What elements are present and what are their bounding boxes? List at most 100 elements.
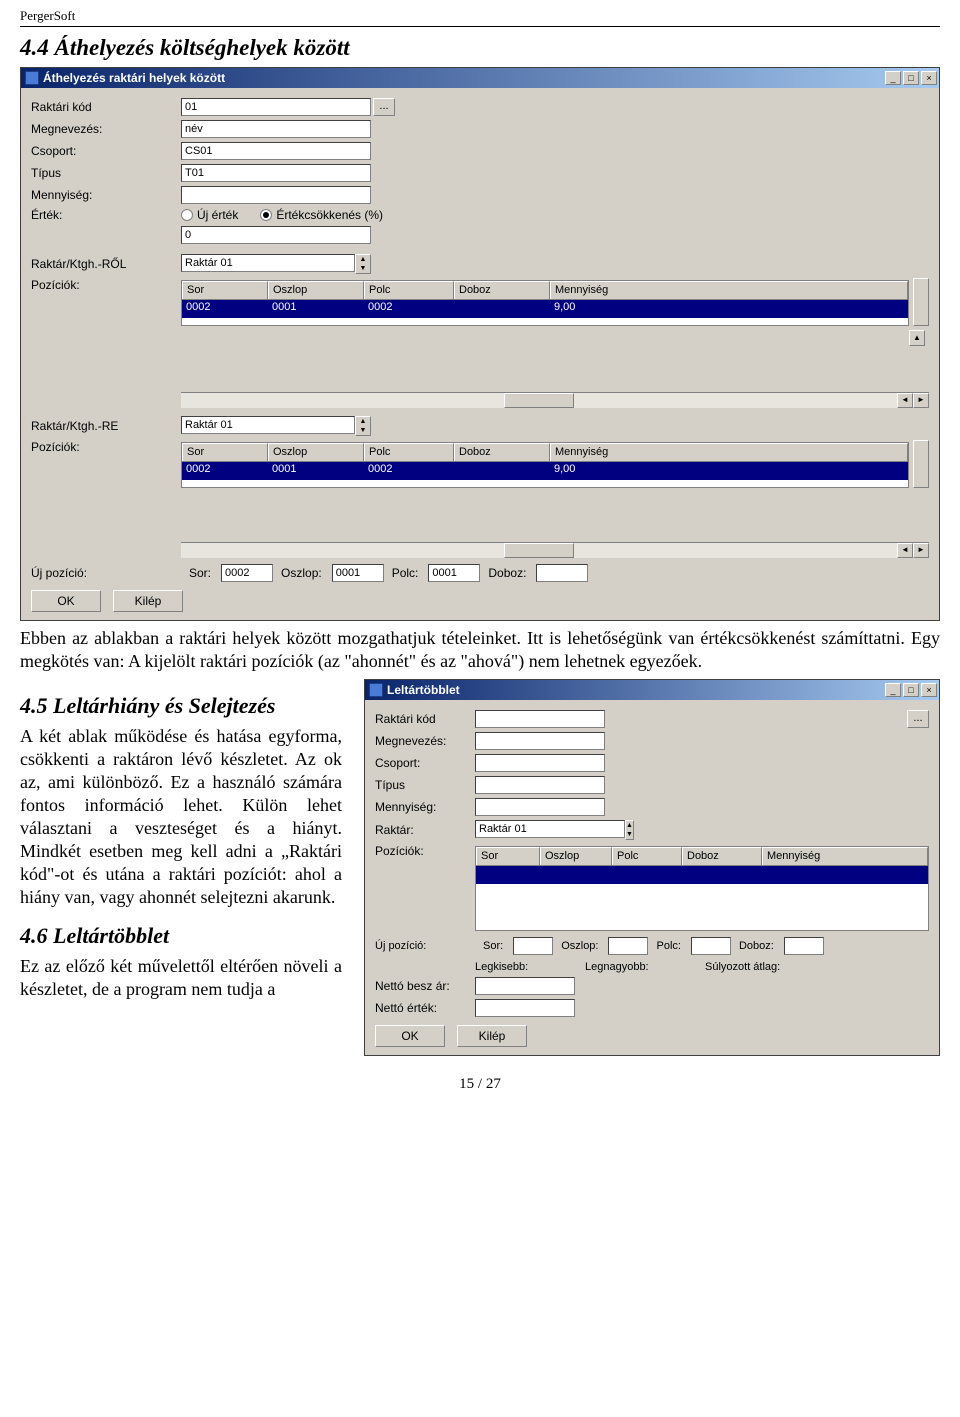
input-netto-besz[interactable] xyxy=(475,977,575,995)
label-sor: Sor: xyxy=(483,940,503,952)
ok-button[interactable]: OK xyxy=(375,1025,445,1047)
grid-header: Sor Oszlop Polc Doboz Mennyiség xyxy=(476,847,928,866)
combo-raktar[interactable]: ▲▼ xyxy=(475,820,621,840)
maximize-button[interactable]: □ xyxy=(903,683,919,697)
col-sor[interactable]: Sor xyxy=(182,281,268,299)
scroll-up-button[interactable]: ▲ xyxy=(909,330,925,346)
section-4-6-title: 4.6 Leltártöbblet xyxy=(20,923,342,949)
app-icon xyxy=(369,683,383,697)
exit-button[interactable]: Kilép xyxy=(113,590,183,612)
label-megnevezes: Megnevezés: xyxy=(375,734,475,748)
window-leltartobblet: Leltártöbblet _ □ × Raktári kód ... Megn… xyxy=(364,679,940,1056)
col-polc[interactable]: Polc xyxy=(612,847,682,865)
scrollbar-v-re[interactable] xyxy=(913,440,929,488)
label-tipus: Típus xyxy=(31,166,181,180)
window-title: Áthelyezés raktári helyek között xyxy=(43,71,883,85)
paragraph-4-6: Ez az előző két művelettől eltérően növe… xyxy=(20,955,342,1001)
app-icon xyxy=(25,71,39,85)
col-mennyiseg[interactable]: Mennyiség xyxy=(550,443,908,461)
maximize-button[interactable]: □ xyxy=(903,71,919,85)
col-polc[interactable]: Polc xyxy=(364,281,454,299)
input-ertek-value[interactable] xyxy=(181,226,371,244)
exit-button[interactable]: Kilép xyxy=(457,1025,527,1047)
input-sor[interactable] xyxy=(221,564,273,582)
col-doboz[interactable]: Doboz xyxy=(454,281,550,299)
titlebar: Leltártöbblet _ □ × xyxy=(365,680,939,700)
scroll-left-icon[interactable]: ◄ xyxy=(897,543,913,558)
label-raktar-rol: Raktár/Ktgh.-RŐL xyxy=(31,257,181,271)
scrollbar-h-rol[interactable]: ◄ ► xyxy=(181,392,929,408)
input-oszlop[interactable] xyxy=(608,937,648,955)
combo-spin-icon[interactable]: ▲▼ xyxy=(355,254,371,274)
col-oszlop[interactable]: Oszlop xyxy=(268,281,364,299)
label-netto-ertek: Nettó érték: xyxy=(375,1001,475,1015)
scroll-right-icon[interactable]: ► xyxy=(913,393,929,408)
col-mennyiseg[interactable]: Mennyiség xyxy=(762,847,928,865)
col-polc[interactable]: Polc xyxy=(364,443,454,461)
label-legkisebb: Legkisebb: xyxy=(475,961,585,973)
label-doboz: Doboz: xyxy=(488,566,526,580)
minimize-button[interactable]: _ xyxy=(885,683,901,697)
scrollbar-h-re[interactable]: ◄ ► xyxy=(181,542,929,558)
browse-raktari-kod-button[interactable]: ... xyxy=(373,98,395,116)
combo-spin-icon[interactable]: ▲▼ xyxy=(355,416,371,436)
col-doboz[interactable]: Doboz xyxy=(682,847,762,865)
section-4-4-title: 4.4 Áthelyezés költséghelyek között xyxy=(20,35,940,61)
col-mennyiseg[interactable]: Mennyiség xyxy=(550,281,908,299)
col-sor[interactable]: Sor xyxy=(476,847,540,865)
scroll-right-icon[interactable]: ► xyxy=(913,543,929,558)
input-polc[interactable] xyxy=(691,937,731,955)
grid-poziciok-rol: Sor Oszlop Polc Doboz Mennyiség 0002 000… xyxy=(181,280,909,326)
scrollbar-v-rol[interactable] xyxy=(913,278,929,326)
radio-ertekcsokkenes-label: Értékcsökkenés (%) xyxy=(276,208,383,222)
grid-empty-area xyxy=(476,884,928,930)
table-row[interactable]: 0002 0001 0002 9,00 xyxy=(182,462,908,480)
input-sor[interactable] xyxy=(513,937,553,955)
col-oszlop[interactable]: Oszlop xyxy=(540,847,612,865)
col-oszlop[interactable]: Oszlop xyxy=(268,443,364,461)
combo-raktar-input[interactable] xyxy=(475,820,625,838)
input-doboz[interactable] xyxy=(536,564,588,582)
input-oszlop[interactable] xyxy=(332,564,384,582)
radio-uj-ertek-label: Új érték xyxy=(197,208,238,222)
combo-raktar-rol-input[interactable] xyxy=(181,254,355,272)
label-poziciok-re: Pozíciók: xyxy=(31,440,181,454)
combo-spin-icon[interactable]: ▲▼ xyxy=(625,820,634,840)
close-button[interactable]: × xyxy=(921,683,937,697)
browse-raktari-kod-button[interactable]: ... xyxy=(907,710,929,728)
col-sor[interactable]: Sor xyxy=(182,443,268,461)
input-raktari-kod[interactable] xyxy=(181,98,371,116)
combo-raktar-re-input[interactable] xyxy=(181,416,355,434)
input-csoport[interactable] xyxy=(181,142,371,160)
input-csoport[interactable] xyxy=(475,754,605,772)
titlebar: Áthelyezés raktári helyek között _ □ × xyxy=(21,68,939,88)
radio-ertekcsokkenes[interactable] xyxy=(260,209,272,221)
col-doboz[interactable]: Doboz xyxy=(454,443,550,461)
label-legnagyobb: Legnagyobb: xyxy=(585,961,705,973)
combo-raktar-re[interactable]: ▲▼ xyxy=(181,416,371,436)
label-oszlop: Oszlop: xyxy=(281,566,322,580)
radio-uj-ertek[interactable] xyxy=(181,209,193,221)
grid-poziciok-re: Sor Oszlop Polc Doboz Mennyiség 0002 000… xyxy=(181,442,909,488)
input-megnevezes[interactable] xyxy=(181,120,371,138)
minimize-button[interactable]: _ xyxy=(885,71,901,85)
combo-raktar-rol[interactable]: ▲▼ xyxy=(181,254,371,274)
table-row[interactable]: 0002 0001 0002 9,00 xyxy=(182,300,908,318)
scroll-left-icon[interactable]: ◄ xyxy=(897,393,913,408)
label-sulyozott: Súlyozott átlag: xyxy=(705,961,780,973)
input-megnevezes[interactable] xyxy=(475,732,605,750)
input-raktari-kod[interactable] xyxy=(475,710,605,728)
input-netto-ertek[interactable] xyxy=(475,999,575,1017)
close-button[interactable]: × xyxy=(921,71,937,85)
input-doboz[interactable] xyxy=(784,937,824,955)
input-mennyiseg[interactable] xyxy=(181,186,371,204)
input-tipus[interactable] xyxy=(475,776,605,794)
table-row[interactable] xyxy=(476,866,928,884)
input-tipus[interactable] xyxy=(181,164,371,182)
grid-empty-area: ▲ xyxy=(181,326,929,392)
ok-button[interactable]: OK xyxy=(31,590,101,612)
label-oszlop: Oszlop: xyxy=(561,940,598,952)
grid-poziciok: Sor Oszlop Polc Doboz Mennyiség xyxy=(475,846,929,931)
input-mennyiseg[interactable] xyxy=(475,798,605,816)
input-polc[interactable] xyxy=(428,564,480,582)
